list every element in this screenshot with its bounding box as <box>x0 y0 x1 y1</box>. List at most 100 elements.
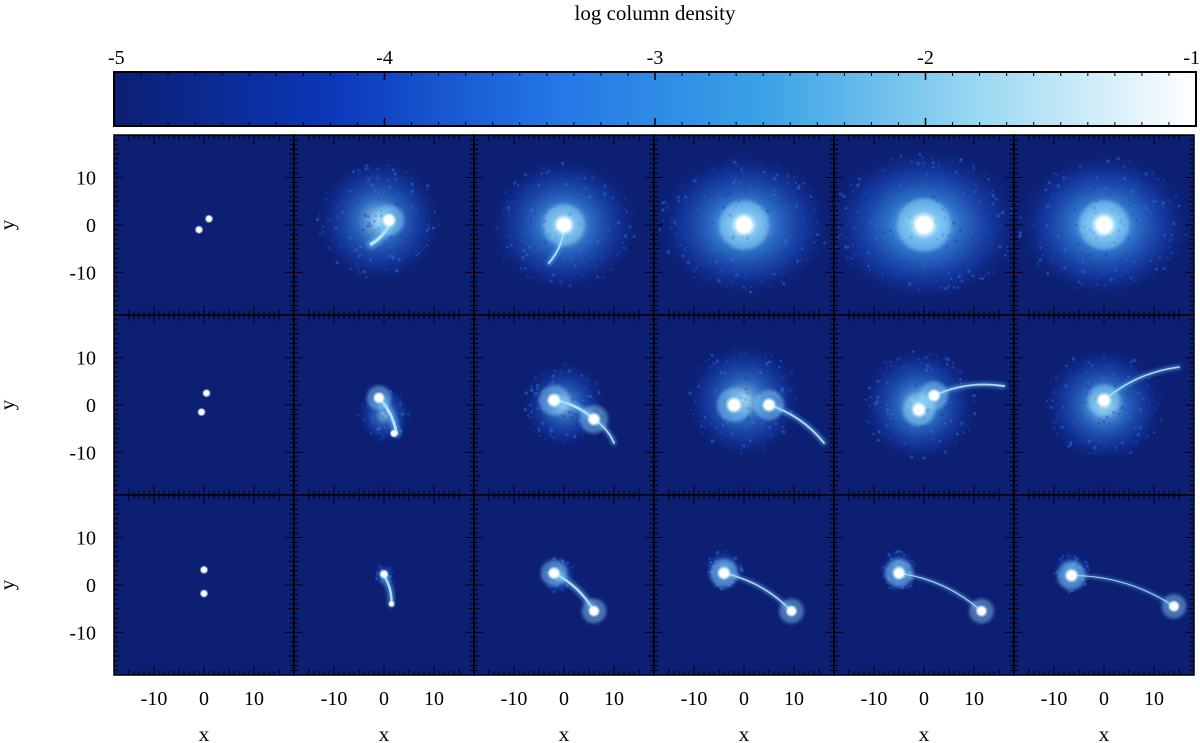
gas-speckle <box>961 413 964 415</box>
body <box>194 225 204 235</box>
gas-speckle <box>850 263 853 266</box>
gas-speckle <box>970 237 974 241</box>
gas-speckle <box>557 428 560 431</box>
gas-speckle <box>731 176 734 179</box>
body <box>975 604 988 618</box>
gas-speckle <box>506 209 510 213</box>
gas-speckle <box>356 262 359 265</box>
gas-speckle <box>387 179 389 182</box>
gas-speckle <box>891 364 893 367</box>
gas-speckle <box>576 427 580 430</box>
gas-speckle <box>527 414 530 417</box>
body <box>910 211 938 239</box>
gas-speckle <box>950 402 953 405</box>
gas-speckle <box>1168 257 1172 261</box>
gas-speckle <box>714 259 718 264</box>
gas-speckle <box>1047 233 1050 235</box>
x-tick-label: 10 <box>784 688 804 710</box>
gas-speckle <box>857 183 860 186</box>
gas-speckle <box>544 211 547 214</box>
gas-speckle <box>377 428 381 431</box>
gas-speckle <box>536 269 539 273</box>
gas-speckle <box>587 259 590 262</box>
gas-speckle <box>585 262 588 265</box>
gas-speckle <box>628 225 632 229</box>
gas-speckle <box>933 263 936 266</box>
gas-speckle <box>555 174 558 178</box>
gas-speckle <box>714 242 717 244</box>
gas-speckle <box>910 160 913 163</box>
gas-speckle <box>377 197 381 201</box>
gas-speckle <box>535 387 538 391</box>
gas-speckle <box>796 202 798 204</box>
gas-speckle <box>371 421 373 424</box>
gas-speckle <box>732 350 736 353</box>
gas-speckle <box>1091 160 1094 162</box>
gas-speckle <box>568 410 572 414</box>
gas-speckle <box>910 440 913 443</box>
gas-speckle <box>836 235 841 240</box>
gas-speckle <box>669 226 673 230</box>
gas-speckle <box>706 408 710 412</box>
gas-speckle <box>784 205 788 208</box>
gas-speckle <box>720 437 723 440</box>
gas-speckle <box>1018 234 1022 239</box>
gas-speckle <box>966 171 970 174</box>
gas-speckle <box>322 230 326 234</box>
gas-speckle <box>846 212 849 215</box>
gas-speckle <box>888 586 891 590</box>
body <box>381 212 397 229</box>
gas-speckle <box>370 417 374 421</box>
gas-speckle <box>931 430 934 433</box>
y-tick-label: 0 <box>86 575 96 597</box>
gas-speckle <box>1162 267 1166 270</box>
gas-speckle <box>888 436 892 440</box>
gas-speckle <box>585 213 588 216</box>
gas-speckle <box>532 422 535 425</box>
panel-r1-c3 <box>473 134 655 316</box>
gas-speckle <box>387 252 391 256</box>
gas-speckle <box>1127 205 1130 208</box>
gas-speckle <box>719 587 724 591</box>
gas-speckle <box>399 394 402 397</box>
gas-speckle <box>1056 414 1060 418</box>
gas-speckle <box>896 160 899 163</box>
gas-speckle <box>784 238 788 242</box>
gas-speckle <box>583 177 587 180</box>
gas-speckle <box>384 257 387 259</box>
x-axis-label: x <box>739 722 750 743</box>
gas-speckle <box>617 204 620 208</box>
gas-speckle <box>584 380 587 382</box>
gas-speckle <box>321 224 325 228</box>
gas-speckle <box>320 228 323 230</box>
gas-speckle <box>774 422 778 426</box>
gas-speckle <box>894 219 897 222</box>
gas-speckle <box>345 235 348 238</box>
gas-speckle <box>720 269 723 272</box>
gas-speckle <box>847 245 850 249</box>
gas-speckle <box>868 199 871 202</box>
gas-speckle <box>892 270 896 275</box>
gas-speckle <box>781 386 784 390</box>
body <box>546 392 562 409</box>
gas-speckle <box>920 363 923 365</box>
gas-speckle <box>505 245 509 249</box>
gas-speckle <box>973 401 975 403</box>
x-tick-label: -10 <box>861 688 888 710</box>
gas-speckle <box>904 249 907 252</box>
gas-speckle <box>348 189 352 193</box>
gas-speckle <box>534 375 538 380</box>
gas-speckle <box>708 366 712 369</box>
gas-speckle <box>426 196 429 199</box>
gas-speckle <box>329 248 332 251</box>
gas-speckle <box>402 417 404 420</box>
gas-speckle <box>898 549 901 553</box>
gas-speckle <box>954 170 958 174</box>
gas-speckle <box>707 563 711 568</box>
gas-speckle <box>1130 189 1135 193</box>
gas-speckle <box>1065 431 1067 433</box>
gas-speckle <box>880 239 882 242</box>
gas-speckle <box>1113 385 1116 388</box>
gas-speckle <box>732 264 736 267</box>
gas-speckle <box>418 245 420 247</box>
